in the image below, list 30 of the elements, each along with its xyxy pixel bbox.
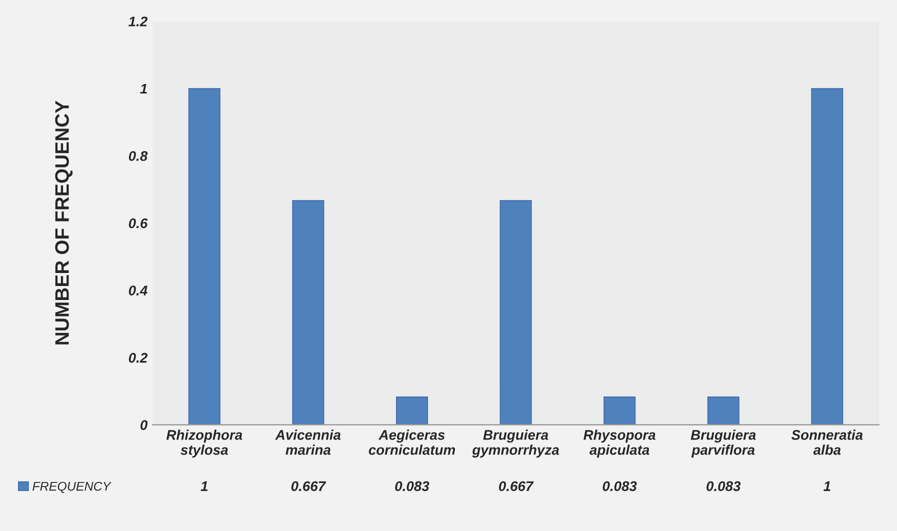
data-label: 0.083 <box>602 481 637 492</box>
x-tick-label: Aegiceras corniculatum <box>368 430 456 455</box>
x-tick-label: Bruguiera parviflora <box>690 430 756 458</box>
y-tick-label: 1.2 <box>128 16 148 26</box>
legend-label: FREQUENCY <box>32 482 112 493</box>
data-label: 0.667 <box>498 481 534 492</box>
y-tick-label: 1 <box>140 84 147 94</box>
bar <box>604 396 636 425</box>
y-tick-label: 0.2 <box>128 352 148 363</box>
y-tick-label: 0.8 <box>128 151 148 161</box>
y-tick-label: 0.4 <box>128 286 148 296</box>
data-label: 0.083 <box>706 481 741 492</box>
data-label: 1 <box>824 481 830 491</box>
x-tick-label: Avicennia marina <box>275 430 341 455</box>
x-tick-label: Sonneratia alba <box>791 430 863 455</box>
data-label: 0.667 <box>291 481 326 492</box>
bar <box>707 396 740 425</box>
y-tick-label: 0.6 <box>128 218 148 228</box>
y-tick-label: 0 <box>140 420 148 430</box>
x-tick-label: Bruguiera gymnorrhyza <box>472 430 559 458</box>
data-label: 0.083 <box>395 481 430 492</box>
bar <box>396 396 428 425</box>
x-tick-label: Rhizophora stylosa <box>166 430 242 458</box>
bar <box>811 88 844 425</box>
bar <box>188 88 220 425</box>
bar <box>500 200 532 425</box>
bar <box>292 200 324 425</box>
y-axis-title: NUMBER OF FREQUENCY <box>55 100 73 344</box>
data-label: 1 <box>200 481 208 491</box>
x-tick-label: Rhysopora apiculata <box>584 430 656 458</box>
